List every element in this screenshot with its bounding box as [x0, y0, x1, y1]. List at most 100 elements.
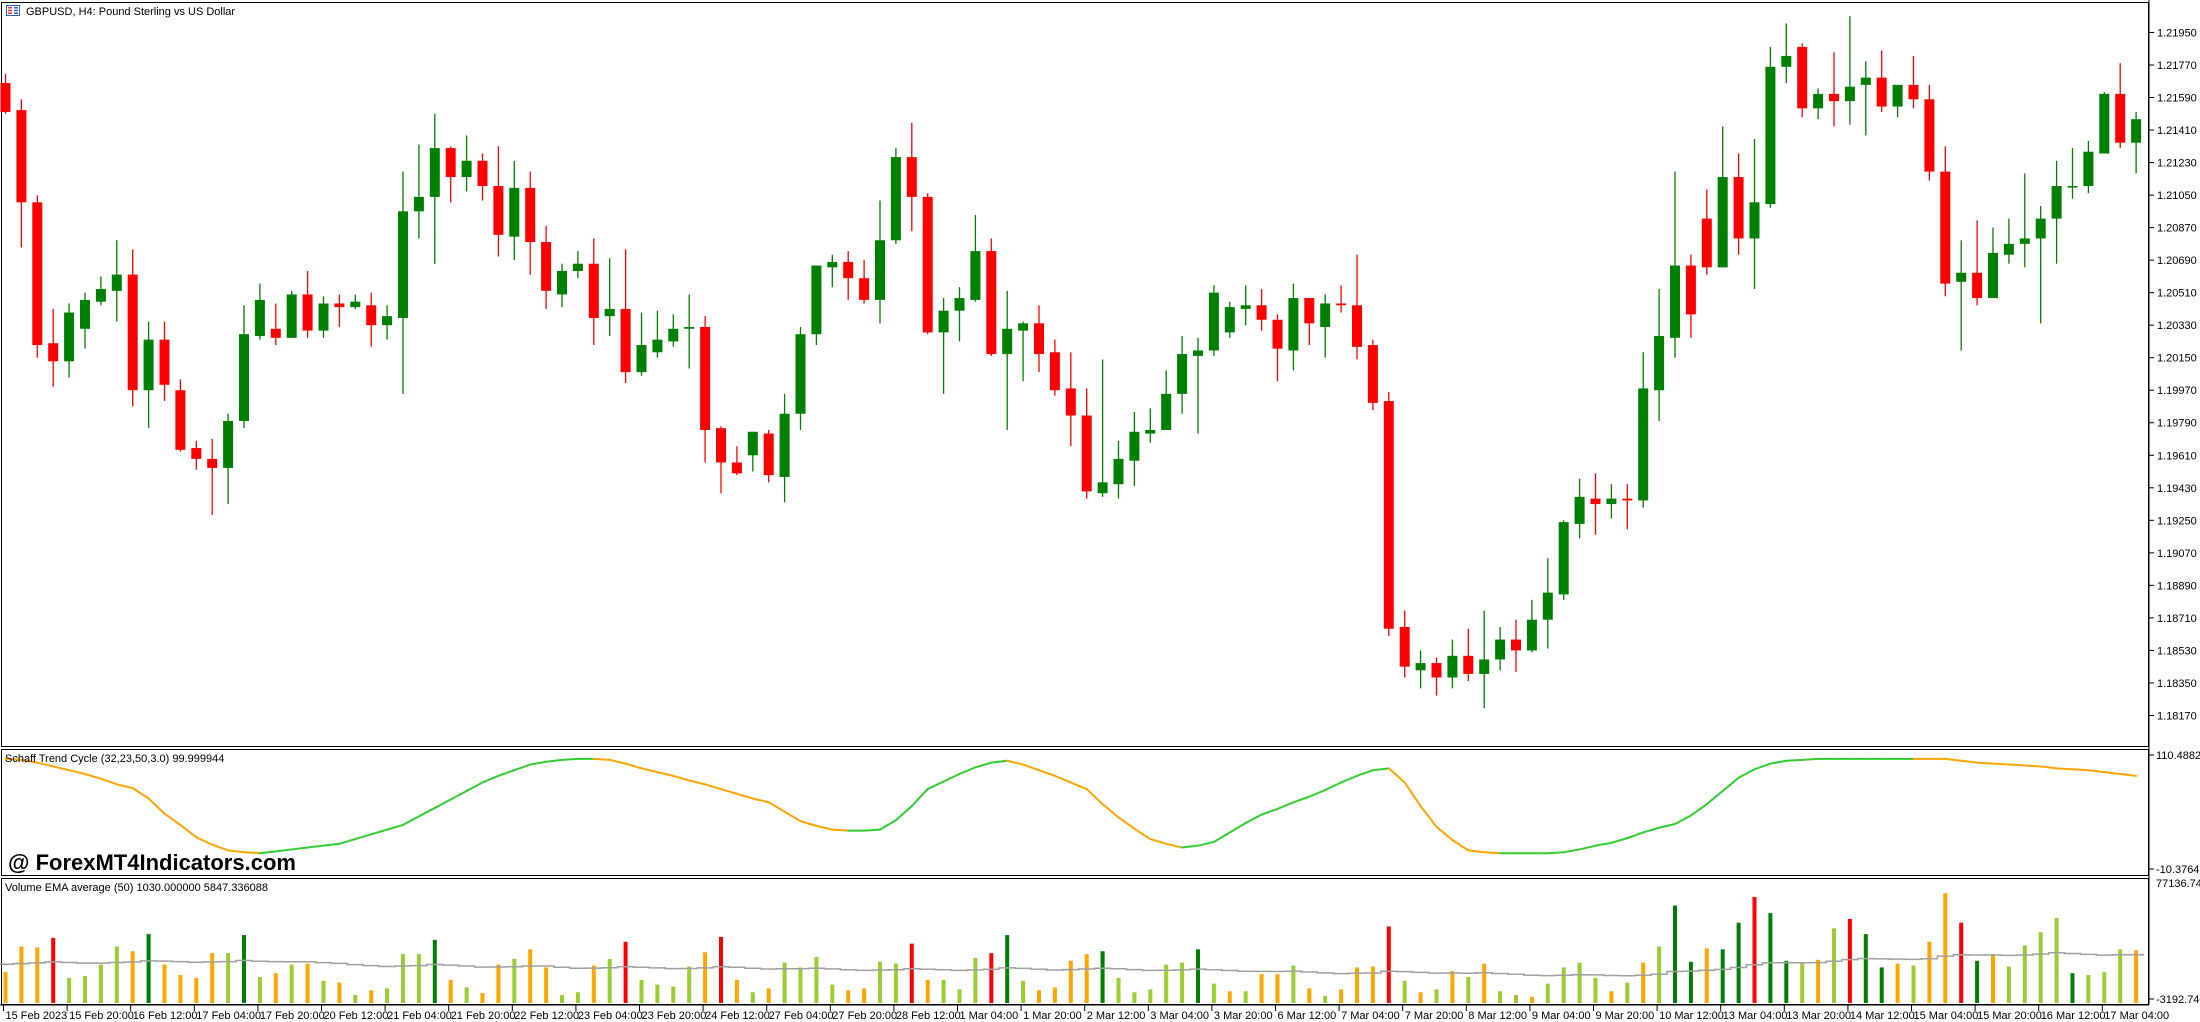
bearish-candle: [1304, 298, 1315, 346]
stc-segment-rising: [1292, 795, 1311, 804]
stc-segment-falling: [84, 772, 102, 780]
stc-segment-falling: [36, 761, 55, 768]
bearish-candle: [1081, 388, 1092, 499]
candle-body: [1224, 307, 1235, 333]
bearish-candle: [588, 238, 599, 346]
time-label: 16 Feb 12:00: [133, 1010, 198, 1022]
indicator-axes: 110.488256 -10.376411 77136.7400 -3192.7…: [2149, 750, 2200, 1006]
candle-body: [1129, 431, 1140, 461]
volume-bar: [1450, 971, 1455, 1003]
stc-segment-falling: [1451, 839, 1470, 852]
time-label: 9 Mar 20:00: [1596, 1010, 1655, 1022]
stc-segment-falling: [68, 769, 86, 775]
candle-body: [843, 261, 854, 279]
price-label: 1.18350: [2157, 678, 2197, 690]
candle-body: [938, 310, 949, 333]
candle-body: [1701, 218, 1712, 268]
bullish-candle: [1717, 126, 1728, 268]
volume-min-label: -3192.7400: [2156, 994, 2200, 1006]
volume-bar: [83, 976, 87, 1003]
bearish-candle: [1065, 352, 1076, 447]
candle-body: [2051, 186, 2062, 219]
bearish-candle: [1733, 153, 1744, 255]
candle-body: [1145, 429, 1156, 434]
price-label: 1.19790: [2157, 418, 2197, 430]
bullish-candle: [1495, 626, 1506, 671]
candle-body: [954, 298, 965, 311]
bearish-candle: [366, 292, 377, 347]
candle-body: [1336, 303, 1347, 306]
bullish-candle: [1288, 283, 1299, 371]
volume-bar: [798, 967, 803, 1003]
candle-body: [1988, 252, 1998, 299]
candle-body: [636, 345, 647, 373]
candle-body: [1479, 659, 1490, 674]
candle-body: [143, 339, 154, 391]
price-label: 1.19970: [2157, 385, 2197, 397]
bearish-candle: [1399, 610, 1410, 678]
volume-bar: [242, 935, 246, 1003]
stc-segment-rising: [1371, 767, 1390, 772]
candle-body: [604, 308, 615, 317]
time-label: 21 Feb 04:00: [387, 1010, 452, 1022]
volume-bar: [321, 980, 326, 1003]
time-label: 10 Mar 12:00: [1659, 1010, 1724, 1022]
stc-segment-falling: [720, 788, 738, 795]
bullish-candle: [1542, 558, 1553, 649]
candle-body: [318, 303, 329, 331]
candle-body: [1733, 177, 1744, 239]
time-label: 6 Mar 12:00: [1278, 1010, 1337, 1022]
volume-bar: [1959, 922, 1964, 1003]
stc-segment-rising: [449, 789, 468, 801]
volume-bar: [671, 986, 676, 1003]
volume-bar: [1593, 977, 1598, 1003]
candle-body: [1844, 86, 1855, 102]
volume-bar: [2054, 917, 2059, 1003]
bullish-candle: [1415, 650, 1426, 689]
volume-bar: [1243, 991, 1248, 1003]
stc-segment-rising: [481, 774, 500, 784]
candle-body: [1765, 66, 1776, 205]
stc-segment-rising: [1340, 774, 1358, 784]
volume-bar: [687, 966, 692, 1003]
volume-bar: [1847, 918, 1852, 1003]
bullish-candle: [1177, 336, 1188, 414]
volume-bar: [1132, 992, 1137, 1003]
volume-bar: [1927, 941, 1932, 1003]
candle-body: [700, 326, 711, 430]
bearish-candle: [1336, 285, 1347, 313]
time-label: 7 Mar 20:00: [1405, 1010, 1464, 1022]
candle-body: [747, 431, 758, 456]
candle-body: [572, 263, 583, 271]
candle-body: [1813, 93, 1824, 109]
bearish-candle: [859, 260, 870, 304]
volume-bar: [1211, 983, 1216, 1003]
bullish-candle: [1240, 285, 1251, 326]
candle-body: [1892, 84, 1903, 107]
time-label: 28 Feb 12:00: [896, 1010, 961, 1022]
candle-body: [1876, 77, 1887, 107]
bearish-candle: [32, 195, 43, 358]
candle-body: [1081, 415, 1092, 492]
bearish-candle: [1924, 84, 1935, 181]
volume-bar: [210, 953, 215, 1003]
price-label: 1.21050: [2157, 190, 2197, 202]
bullish-candle: [1558, 520, 1569, 600]
volume-bar: [1418, 992, 1423, 1003]
stc-segment-falling: [131, 787, 150, 800]
candle-body: [1065, 388, 1076, 416]
stc-segment-falling: [1149, 838, 1168, 845]
volume-bar: [655, 984, 660, 1003]
candle-body: [1797, 46, 1808, 109]
stc-segment-rising: [1212, 831, 1231, 843]
time-label: 24 Feb 12:00: [705, 1010, 770, 1022]
stc-segment-falling: [1117, 816, 1136, 830]
volume-bar: [2086, 975, 2091, 1003]
volume-bar: [385, 988, 390, 1003]
price-label: 1.21590: [2157, 93, 2197, 105]
bearish-candle: [445, 146, 456, 203]
volume-bar: [1498, 991, 1503, 1003]
volume-bar: [1895, 963, 1900, 1003]
